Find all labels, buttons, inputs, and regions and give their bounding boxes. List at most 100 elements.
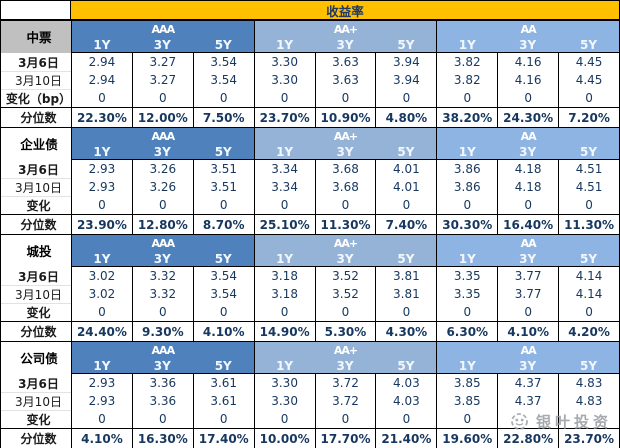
value-cell: 3.94 <box>375 71 437 89</box>
value-cell: 4.01 <box>375 160 437 178</box>
value-cell: 4.80% <box>375 107 437 127</box>
value-cell: 23.90% <box>71 214 132 234</box>
row-label: 变化 <box>1 303 71 321</box>
value-cell: 0 <box>314 196 376 214</box>
rating-header-aa: AA <box>436 234 619 251</box>
value-cell: 4.10% <box>71 428 132 448</box>
tenor-header: 5Y <box>192 144 254 160</box>
tenor-header: 1Y <box>436 37 498 53</box>
value-cell: 4.03 <box>375 374 437 392</box>
value-cell: 22.80% <box>497 428 559 448</box>
value-cell: 0 <box>71 196 132 214</box>
tenor-header: 1Y <box>436 251 498 267</box>
value-cell: 3.77 <box>497 285 559 303</box>
value-cell: 3.27 <box>131 71 193 89</box>
rating-header-aa: AA <box>436 341 619 358</box>
rating-header-aaa: AAA <box>71 341 254 358</box>
value-cell: 23.70% <box>253 107 315 127</box>
tenor-header: 5Y <box>375 37 437 53</box>
value-cell: 0 <box>253 89 315 107</box>
row-label: 分位数 <box>1 214 71 234</box>
tenor-header: 3Y <box>314 144 376 160</box>
value-cell: 0 <box>436 89 498 107</box>
value-cell: 5.30% <box>314 321 376 341</box>
value-cell: 2.93 <box>71 178 132 196</box>
value-cell: 0 <box>192 303 254 321</box>
value-cell: 25.10% <box>253 214 315 234</box>
tenor-header: 5Y <box>558 144 619 160</box>
value-cell: 3.02 <box>71 267 132 285</box>
value-cell: 0 <box>314 303 376 321</box>
row-label: 3月10日 <box>1 285 71 303</box>
tenor-header: 3Y <box>131 37 193 53</box>
value-cell: 4.37 <box>497 392 559 410</box>
value-cell <box>497 410 559 428</box>
value-cell: 4.20% <box>558 321 619 341</box>
tenor-header: 1Y <box>71 144 132 160</box>
value-cell: 3.54 <box>192 267 254 285</box>
tenor-header: 5Y <box>375 144 437 160</box>
value-cell: 4.83 <box>558 392 619 410</box>
tenor-header: 1Y <box>253 144 315 160</box>
value-cell: 3.34 <box>253 178 315 196</box>
value-cell: 0 <box>558 303 619 321</box>
value-cell: 0 <box>497 303 559 321</box>
rating-header-aaplus: AA+ <box>253 127 437 144</box>
value-cell: 2.93 <box>71 374 132 392</box>
value-cell: 3.30 <box>253 53 315 71</box>
value-cell: 16.30% <box>131 428 193 448</box>
value-cell: 0 <box>375 89 437 107</box>
yield-rate-header: 收益率 <box>71 1 619 20</box>
value-cell: 2.94 <box>71 53 132 71</box>
value-cell: 7.20% <box>558 107 619 127</box>
row-label: 3月6日 <box>1 53 71 71</box>
value-cell: 0 <box>375 196 437 214</box>
tenor-header: 5Y <box>192 37 254 53</box>
value-cell: 0 <box>192 89 254 107</box>
value-cell: 0 <box>436 196 498 214</box>
value-cell: 2.93 <box>71 392 132 410</box>
value-cell: 11.30% <box>314 214 376 234</box>
value-cell <box>558 410 619 428</box>
value-cell: 4.14 <box>558 285 619 303</box>
value-cell: 3.68 <box>314 160 376 178</box>
value-cell: 3.30 <box>253 374 315 392</box>
value-cell: 17.70% <box>314 428 376 448</box>
value-cell: 0 <box>375 410 437 428</box>
value-cell: 3.30 <box>253 71 315 89</box>
value-cell: 3.54 <box>192 53 254 71</box>
tenor-header: 1Y <box>71 37 132 53</box>
value-cell: 0 <box>314 410 376 428</box>
value-cell: 0 <box>131 410 193 428</box>
rating-header-aa: AA <box>436 20 619 37</box>
value-cell: 0 <box>192 410 254 428</box>
value-cell: 3.35 <box>436 285 498 303</box>
section-label-0: 中票 <box>1 20 71 53</box>
tenor-header: 3Y <box>497 251 559 267</box>
tenor-header: 3Y <box>497 358 559 374</box>
value-cell: 3.27 <box>131 53 193 71</box>
value-cell: 3.51 <box>192 178 254 196</box>
tenor-header: 3Y <box>314 358 376 374</box>
value-cell: 21.40% <box>375 428 437 448</box>
tenor-header: 5Y <box>375 251 437 267</box>
value-cell: 3.63 <box>314 53 376 71</box>
tenor-header: 1Y <box>71 251 132 267</box>
value-cell: 0 <box>253 196 315 214</box>
value-cell: 3.54 <box>192 71 254 89</box>
value-cell: 3.82 <box>436 71 498 89</box>
value-cell: 3.30 <box>253 392 315 410</box>
value-cell: 12.00% <box>131 107 193 127</box>
value-cell: 14.90% <box>253 321 315 341</box>
value-cell: 4.45 <box>558 53 619 71</box>
tenor-header: 5Y <box>558 358 619 374</box>
value-cell: 3.72 <box>314 374 376 392</box>
tenor-header: 1Y <box>71 358 132 374</box>
tenor-header: 3Y <box>497 144 559 160</box>
rating-header-aaplus: AA+ <box>253 341 437 358</box>
value-cell: 4.18 <box>497 160 559 178</box>
value-cell: 8.70% <box>192 214 254 234</box>
value-cell: 30.30% <box>436 214 498 234</box>
value-cell: 0 <box>131 196 193 214</box>
